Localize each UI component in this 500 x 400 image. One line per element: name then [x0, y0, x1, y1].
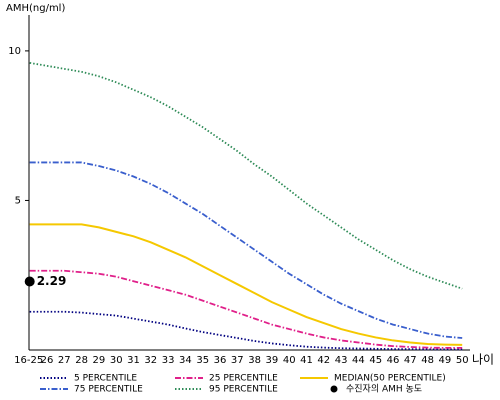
- x-tick-label: 50: [456, 355, 469, 366]
- series-line: [29, 161, 463, 339]
- y-axis-label: AMH(ng/ml): [6, 3, 65, 14]
- series-line: [29, 61, 463, 290]
- x-tick-label: 31: [127, 355, 140, 366]
- x-tick-label: 29: [93, 355, 106, 366]
- x-tick-label: 35: [196, 355, 209, 366]
- data-point: [24, 276, 35, 287]
- x-tick-label: 37: [231, 355, 244, 366]
- x-tick-label: 49: [439, 355, 452, 366]
- x-tick-label: 48: [421, 355, 434, 366]
- data-label: 2.29: [37, 274, 67, 288]
- x-tick-label: 40: [283, 355, 296, 366]
- x-tick-label: 33: [162, 355, 175, 366]
- x-tick-label: 30: [110, 355, 123, 366]
- x-tick-label: 28: [75, 355, 88, 366]
- x-tick-label: 38: [248, 355, 261, 366]
- x-tick-label: 42: [317, 355, 330, 366]
- x-tick-label: 44: [352, 355, 365, 366]
- legend-label: MEDIAN(50 PERCENTILE): [334, 374, 446, 384]
- x-tick-label: 46: [387, 355, 400, 366]
- series-line: [29, 310, 463, 351]
- x-tick-label: 32: [144, 355, 157, 366]
- legend-label: 75 PERCENTILE: [74, 385, 143, 395]
- series-line: [29, 223, 463, 346]
- series-line: [29, 269, 463, 349]
- x-tick-label: 39: [266, 355, 279, 366]
- x-tick-label: 36: [214, 355, 227, 366]
- x-axis-label: 나이: [472, 353, 494, 367]
- legend-marker: [330, 385, 338, 393]
- x-tick-label: 43: [335, 355, 348, 366]
- x-tick-label: 26: [41, 355, 54, 366]
- y-tick-label: 10: [8, 46, 21, 57]
- x-tick-label: 16-25: [14, 355, 43, 366]
- x-tick-label: 47: [404, 355, 417, 366]
- y-tick-label: 5: [15, 195, 21, 206]
- legend-label: 5 PERCENTILE: [74, 374, 137, 384]
- x-tick-label: 34: [179, 355, 192, 366]
- x-tick-label: 41: [300, 355, 313, 366]
- x-tick-label: 27: [58, 355, 71, 366]
- legend-label: 수진자의 AMH 농도: [346, 384, 422, 395]
- legend-label: 25 PERCENTILE: [209, 374, 278, 384]
- legend-label: 95 PERCENTILE: [209, 385, 278, 395]
- x-tick-label: 45: [369, 355, 382, 366]
